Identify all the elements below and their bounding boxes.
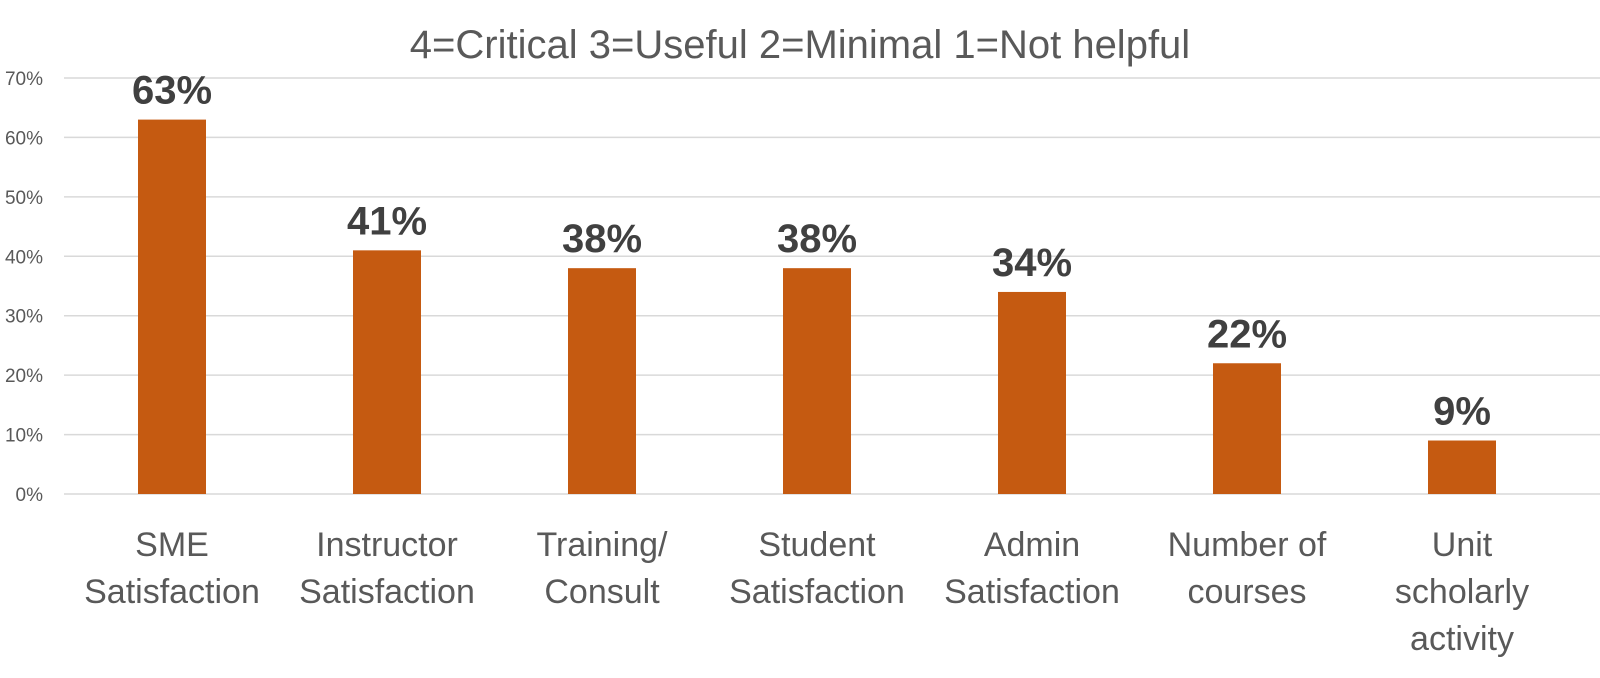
bar-data-label: 38% <box>777 217 857 261</box>
x-category-label: Number of courses <box>1168 526 1327 611</box>
y-tick-label: 60% <box>5 128 43 149</box>
x-category-label-line: SME <box>135 526 209 564</box>
y-tick-label: 0% <box>16 485 44 506</box>
y-axis-ticks: 0% 10% 20% 30% 40% 50% 60% 70% <box>5 69 43 506</box>
x-category-label-line: courses <box>1187 573 1306 611</box>
bar <box>353 250 421 494</box>
x-category-label-line: Unit <box>1432 526 1493 564</box>
y-tick-label: 70% <box>5 69 43 90</box>
x-category-label: Instructor Satisfaction <box>299 526 475 611</box>
bar <box>783 268 851 494</box>
chart-title: 4=Critical 3=Useful 2=Minimal 1=Not help… <box>410 23 1190 67</box>
x-category-label: Unit scholarly activity <box>1395 526 1529 658</box>
x-category-label: SME Satisfaction <box>84 526 260 611</box>
bar-data-label: 22% <box>1207 312 1287 356</box>
x-category-label: Admin Satisfaction <box>944 526 1120 611</box>
x-category-label-line: Satisfaction <box>944 573 1120 611</box>
y-tick-label: 10% <box>5 426 43 447</box>
x-category-label-line: Number of <box>1168 526 1327 564</box>
bar-data-label: 34% <box>992 241 1072 285</box>
x-category-label: Training/Consult <box>536 526 668 611</box>
x-category-label-line: Student <box>758 526 876 564</box>
bar <box>1213 363 1281 494</box>
bar <box>138 119 206 494</box>
x-category-label-line: Satisfaction <box>299 573 475 611</box>
bar-data-label: 63% <box>132 69 212 113</box>
bar-data-label: 38% <box>562 217 642 261</box>
x-category-label-line: scholarly <box>1395 573 1529 611</box>
bar <box>568 268 636 494</box>
x-category-label-line: Training/ <box>536 526 668 564</box>
y-tick-label: 40% <box>5 247 43 268</box>
data-labels: 63% 41% 38% 38% 34% 22% 9% <box>132 69 1491 434</box>
bars <box>138 119 1496 494</box>
x-axis-categories: SME Satisfaction Instructor Satisfaction Tra… <box>84 526 1529 658</box>
y-tick-label: 20% <box>5 366 43 387</box>
bar-data-label: 41% <box>347 199 427 243</box>
x-category-label-line: Admin <box>984 526 1080 564</box>
x-category-label-line: activity <box>1410 620 1514 658</box>
x-category-label-line: Satisfaction <box>84 573 260 611</box>
x-category-label-line: Consult <box>544 573 660 611</box>
x-category-label-line: Satisfaction <box>729 573 905 611</box>
y-tick-label: 30% <box>5 307 43 328</box>
bar <box>1428 440 1496 494</box>
y-tick-label: 50% <box>5 188 43 209</box>
bar <box>998 291 1066 494</box>
x-category-label: Student Satisfaction <box>729 526 905 611</box>
x-category-label-line: Instructor <box>316 526 458 564</box>
bar-data-label: 9% <box>1433 390 1491 434</box>
